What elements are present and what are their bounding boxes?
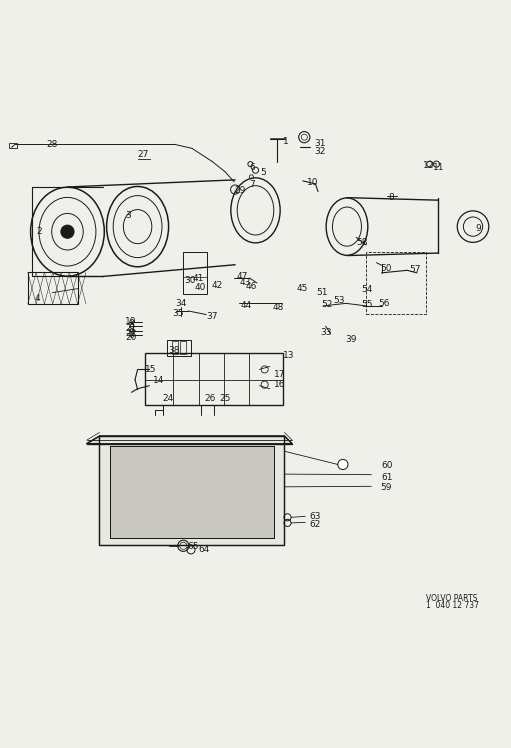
Text: 2: 2 bbox=[36, 227, 41, 236]
Text: 39: 39 bbox=[345, 335, 357, 344]
Circle shape bbox=[130, 329, 134, 333]
Text: 1: 1 bbox=[284, 137, 289, 146]
Text: 63: 63 bbox=[309, 512, 321, 521]
Text: 48: 48 bbox=[272, 303, 284, 312]
Text: 51: 51 bbox=[316, 288, 328, 297]
Text: 61: 61 bbox=[382, 473, 393, 482]
Bar bbox=[180, 342, 187, 355]
Text: 19: 19 bbox=[125, 316, 136, 325]
Text: 22: 22 bbox=[125, 329, 136, 338]
Circle shape bbox=[61, 225, 74, 239]
Text: 46: 46 bbox=[246, 282, 257, 291]
Text: 35: 35 bbox=[172, 309, 183, 318]
Text: 32: 32 bbox=[314, 147, 326, 156]
Text: 24: 24 bbox=[162, 394, 173, 403]
Text: 17: 17 bbox=[274, 370, 285, 379]
Text: 15: 15 bbox=[145, 365, 157, 374]
Text: 21: 21 bbox=[125, 325, 136, 334]
Polygon shape bbox=[100, 436, 285, 545]
Text: 9: 9 bbox=[476, 224, 481, 233]
Text: 53: 53 bbox=[333, 296, 345, 305]
Polygon shape bbox=[110, 446, 274, 538]
Text: 34: 34 bbox=[176, 299, 187, 308]
Text: 5: 5 bbox=[261, 168, 266, 177]
Text: 31: 31 bbox=[314, 139, 326, 148]
Circle shape bbox=[130, 319, 134, 324]
Text: 8: 8 bbox=[388, 193, 394, 202]
Text: 26: 26 bbox=[205, 394, 216, 403]
Text: 64: 64 bbox=[199, 545, 210, 554]
Text: 13: 13 bbox=[284, 351, 295, 360]
Text: 29: 29 bbox=[234, 186, 245, 195]
Text: 57: 57 bbox=[409, 266, 421, 275]
Text: 41: 41 bbox=[193, 275, 204, 283]
Text: 28: 28 bbox=[46, 141, 57, 150]
Text: 59: 59 bbox=[381, 482, 392, 492]
Text: 52: 52 bbox=[321, 301, 333, 310]
Circle shape bbox=[338, 459, 348, 470]
Text: VOLVO PARTS: VOLVO PARTS bbox=[426, 594, 477, 603]
Circle shape bbox=[130, 324, 134, 328]
Text: 62: 62 bbox=[309, 520, 321, 529]
Text: 42: 42 bbox=[211, 280, 222, 289]
Text: 25: 25 bbox=[219, 394, 230, 403]
Circle shape bbox=[130, 334, 134, 337]
Bar bbox=[167, 340, 191, 356]
Text: 33: 33 bbox=[320, 328, 332, 337]
Bar bbox=[172, 342, 178, 355]
Text: 47: 47 bbox=[236, 272, 247, 281]
Text: 7: 7 bbox=[249, 180, 255, 189]
Text: 65: 65 bbox=[188, 542, 199, 551]
Text: 43: 43 bbox=[239, 278, 250, 286]
Text: 40: 40 bbox=[195, 283, 206, 292]
Text: 3: 3 bbox=[125, 211, 131, 220]
Text: 16: 16 bbox=[274, 380, 285, 389]
Bar bbox=[9, 143, 17, 148]
Text: 1  040 12 737: 1 040 12 737 bbox=[426, 601, 479, 610]
Text: 27: 27 bbox=[137, 150, 149, 159]
Text: 20: 20 bbox=[125, 334, 136, 343]
Text: 14: 14 bbox=[153, 376, 164, 385]
Text: 54: 54 bbox=[361, 285, 373, 294]
Bar bbox=[28, 272, 78, 304]
Text: 56: 56 bbox=[379, 299, 390, 308]
Text: 37: 37 bbox=[206, 312, 218, 321]
Text: 38: 38 bbox=[168, 346, 179, 355]
Text: 45: 45 bbox=[296, 283, 308, 292]
Text: 55: 55 bbox=[361, 301, 373, 310]
Text: 12: 12 bbox=[423, 161, 434, 170]
Text: 30: 30 bbox=[184, 276, 196, 285]
Bar bbox=[366, 251, 426, 313]
Text: 6: 6 bbox=[249, 162, 255, 171]
Polygon shape bbox=[87, 436, 292, 444]
Text: 60: 60 bbox=[382, 462, 393, 470]
Text: 44: 44 bbox=[240, 301, 251, 310]
Text: 10: 10 bbox=[307, 178, 318, 187]
Text: 4: 4 bbox=[35, 294, 40, 303]
Text: 58: 58 bbox=[356, 238, 367, 247]
Text: 50: 50 bbox=[381, 264, 392, 273]
Text: 11: 11 bbox=[433, 162, 445, 171]
Bar bbox=[183, 252, 207, 294]
Bar bbox=[145, 353, 284, 405]
